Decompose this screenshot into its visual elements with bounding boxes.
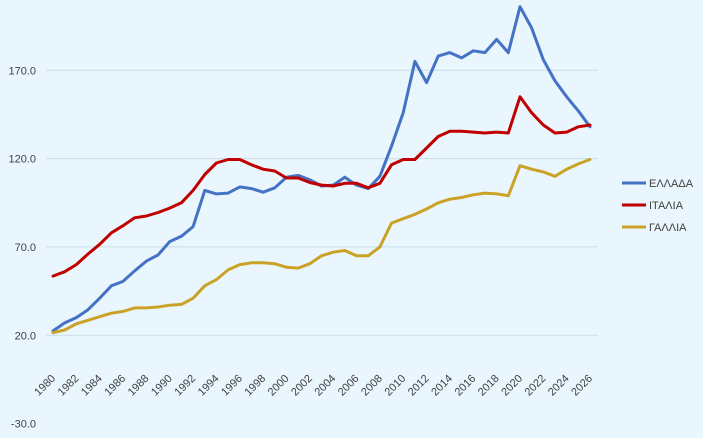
y-tick-label: -30.0 [11, 419, 36, 431]
legend-label: ΕΛΛΑΔΑ [649, 178, 694, 190]
series-lines [51, 5, 592, 335]
y-tick-label: 170.0 [8, 65, 36, 77]
legend: ΕΛΛΑΔΑ ΙΤΑΛΙΑ ΓΑΛΛΙΑ [622, 178, 694, 234]
y-tick-label: 20.0 [15, 330, 36, 342]
legend-label: ΙΤΑΛΙΑ [649, 200, 684, 212]
legend-label: ΓΑΛΛΙΑ [649, 222, 687, 234]
y-tick-label: 120.0 [8, 154, 36, 166]
y-axis: 20.0 70.0 120.0 170.0 -30.0 [8, 65, 36, 430]
gridlines [46, 69, 598, 336]
series-line-2 [51, 95, 592, 278]
series-line-3 [51, 158, 592, 335]
y-tick-label: 70.0 [15, 242, 36, 254]
